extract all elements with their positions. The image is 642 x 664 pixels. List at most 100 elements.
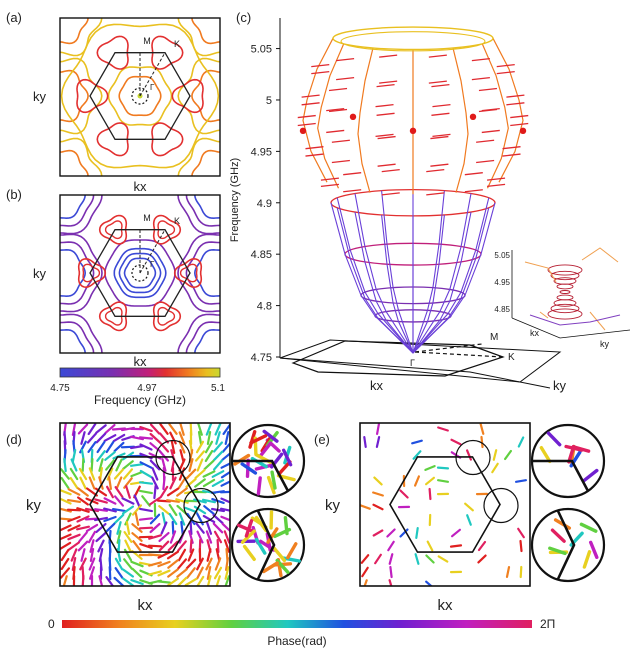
vector-arrow (202, 514, 216, 524)
dirac-point (349, 113, 357, 121)
zoom-zone-edge (256, 510, 276, 580)
contour-line (173, 257, 203, 289)
vector-arrow (75, 525, 91, 531)
vector-arrow (399, 528, 409, 538)
vector-arrow (477, 540, 487, 552)
contour-line (104, 306, 123, 326)
vector-arrow (466, 449, 472, 461)
inset-floor (511, 317, 631, 339)
vector-arrow (123, 558, 133, 570)
surface-segment (464, 172, 483, 176)
vector-arrow (125, 520, 131, 536)
vector-arrow (105, 440, 115, 454)
vector-arrow (148, 570, 162, 576)
vector-arrow (214, 557, 222, 571)
zoom-arrow (242, 544, 256, 561)
surface-segment (506, 102, 525, 106)
vector-arrow (112, 452, 126, 460)
vector-arrow (372, 503, 384, 511)
vector-arrow (160, 521, 168, 535)
inset-ring (553, 299, 577, 307)
vector-arrow (196, 530, 204, 544)
vector-arrow (90, 457, 94, 473)
zoom-arrow (258, 441, 273, 458)
zoom-arrow (282, 448, 293, 467)
vector-arrow (156, 580, 172, 584)
inset-ylabel: ky (600, 339, 610, 349)
vector-arrow (187, 548, 195, 562)
vector-arrow (450, 438, 462, 446)
vector-arrow (79, 476, 87, 490)
vector-arrow (89, 539, 95, 553)
zoom-arrow (254, 515, 268, 533)
vector-arrow (158, 531, 170, 543)
vector-arrow (167, 559, 179, 569)
surface-segment (343, 172, 362, 176)
frequency-colorbar-gradient (59, 367, 221, 378)
vector-arrow (121, 505, 134, 515)
vector-arrow (85, 523, 99, 533)
z-tick-label: 5.05 (251, 44, 272, 56)
frequency-tick-min: 4.75 (50, 383, 70, 394)
vector-arrow (112, 433, 126, 443)
vector-arrow (60, 468, 70, 480)
frequency-tick-max: 5.1 (211, 383, 225, 394)
panel-c-point-gamma: Γ (410, 358, 415, 368)
panel-d-label: (d) (6, 432, 22, 447)
vector-arrow (204, 449, 214, 463)
panel-c-xlabel: kx (370, 378, 384, 393)
contour-line (98, 214, 128, 245)
vector-arrow (103, 434, 117, 442)
surface-spoke (336, 197, 414, 354)
vector-arrow (221, 452, 230, 461)
surface-spoke (412, 193, 472, 354)
zoom-arrow (550, 528, 566, 543)
contour-line (60, 137, 103, 176)
vector-arrow (414, 553, 420, 565)
vector-arrow (122, 468, 133, 480)
surface-spoke (412, 190, 445, 354)
vector-arrow (87, 441, 97, 453)
contour-line (60, 195, 95, 227)
panel-a: (a) kx ky M K Γ (6, 10, 221, 194)
vector-arrow (147, 544, 163, 548)
vector-arrow (168, 512, 178, 526)
vector-arrow (96, 450, 106, 462)
zoom-arrow (281, 556, 301, 563)
vector-arrow (205, 423, 213, 436)
vector-arrow (94, 498, 108, 504)
vector-arrow (67, 524, 81, 532)
path-gamma-k (139, 229, 166, 274)
inset-surface (524, 247, 621, 331)
vector-arrow (464, 502, 474, 512)
vector-arrow (195, 450, 205, 462)
surface-segment (471, 57, 490, 62)
vector-arrow (177, 548, 187, 562)
vector-arrow (203, 459, 215, 471)
vector-arrow (159, 432, 169, 444)
panel-b-point-m: M (143, 213, 151, 223)
vector-arrow (132, 504, 142, 516)
panel-a-ylabel: ky (33, 89, 47, 104)
contour-line (60, 18, 89, 45)
k-point-circle (155, 439, 191, 476)
vector-arrow (105, 485, 115, 499)
contour-line (60, 18, 103, 57)
vector-arrow (505, 565, 511, 579)
vector-arrow (169, 530, 177, 544)
z-tick-label: 5 (266, 95, 272, 107)
surface-segment (377, 163, 396, 167)
surface-segment (328, 108, 348, 113)
vector-arrow (130, 463, 144, 467)
surface-segment (486, 177, 506, 181)
contour-line (60, 195, 87, 220)
vector-arrow (116, 547, 122, 563)
vector-arrow (67, 541, 81, 551)
z-tick-label: 4.8 (257, 301, 272, 313)
surface-segment (305, 153, 324, 157)
vector-arrow (66, 499, 82, 503)
vector-arrow (177, 558, 187, 570)
panel-d: (d) kx ky (6, 422, 306, 614)
vector-arrow (60, 557, 70, 571)
vector-arrow (133, 494, 141, 508)
